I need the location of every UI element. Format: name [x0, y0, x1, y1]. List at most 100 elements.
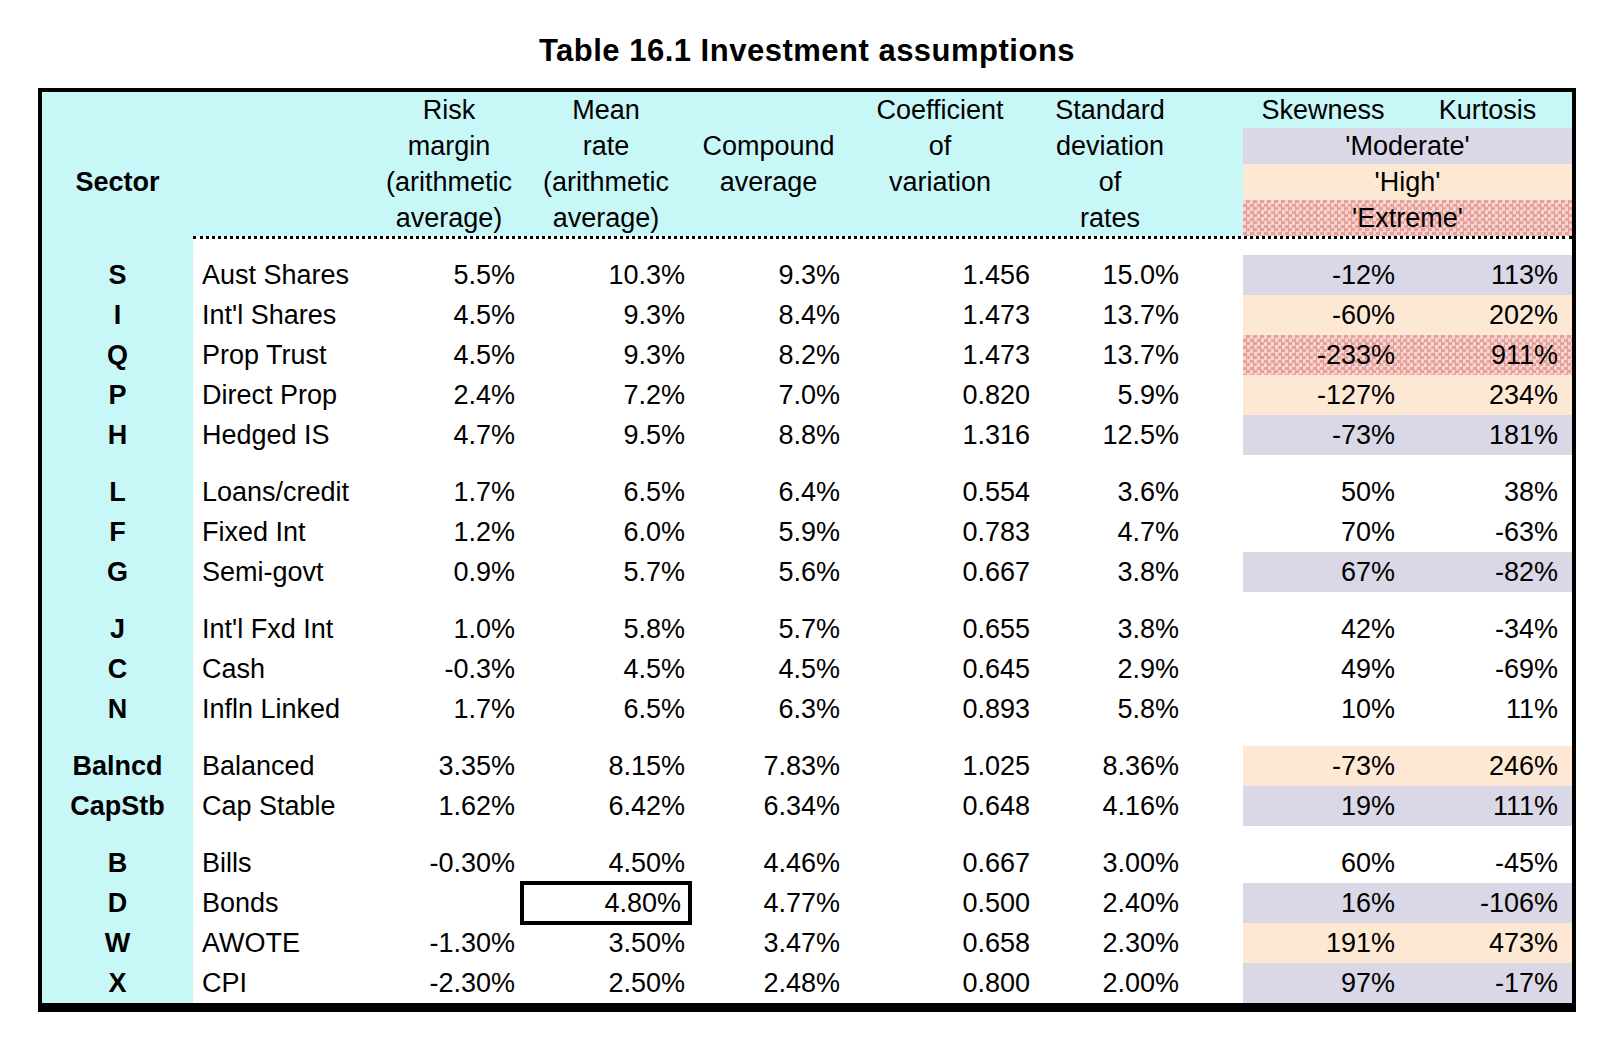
compound-average-cell: 4.5% [692, 649, 845, 689]
risk-margin-cell: 4.5% [378, 295, 520, 335]
risk-margin-cell: 1.7% [378, 472, 520, 512]
skewness-cell: 191% [1243, 923, 1403, 963]
spacer-cell [1185, 552, 1243, 592]
std-deviation-cell: 2.9% [1035, 649, 1185, 689]
header-coefficient: of [845, 128, 1035, 164]
header-mean: (arithmetic [520, 164, 692, 200]
compound-average-cell: 2.48% [692, 963, 845, 1003]
risk-margin-cell: -0.30% [378, 843, 520, 883]
table-row: D Bonds 4.80% 4.77% 0.500 2.40% 16% -106… [42, 883, 1572, 923]
sector-code-cell: S [42, 255, 193, 295]
std-deviation-cell: 4.7% [1035, 512, 1185, 552]
table-row: F Fixed Int 1.2% 6.0% 5.9% 0.783 4.7% 70… [42, 512, 1572, 552]
risk-margin-cell: 2.4% [378, 375, 520, 415]
spacer-cell [1185, 512, 1243, 552]
risk-margin-cell: 1.62% [378, 786, 520, 826]
header-gap [1185, 92, 1243, 128]
kurtosis-cell: -34% [1403, 609, 1572, 649]
kurtosis-cell: 246% [1403, 746, 1572, 786]
coefficient-variation-cell: 0.554 [845, 472, 1035, 512]
std-deviation-cell: 3.8% [1035, 609, 1185, 649]
skewness-cell: 49% [1243, 649, 1403, 689]
sector-name-cell: Cash [193, 649, 378, 689]
mean-rate-cell: 6.42% [520, 786, 692, 826]
risk-margin-cell: 4.7% [378, 415, 520, 455]
table-row: L Loans/credit 1.7% 6.5% 6.4% 0.554 3.6%… [42, 472, 1572, 512]
coefficient-variation-cell: 0.800 [845, 963, 1035, 1003]
kurtosis-cell: -63% [1403, 512, 1572, 552]
header-body-spacer [42, 239, 1572, 255]
kurtosis-cell: -82% [1403, 552, 1572, 592]
spacer-cell [1185, 923, 1243, 963]
sector-name-cell: Direct Prop [193, 375, 378, 415]
header-risk: average) [378, 200, 520, 236]
group-spacer [42, 729, 1572, 746]
risk-margin-cell: -0.3% [378, 649, 520, 689]
skewness-cell: 97% [1243, 963, 1403, 1003]
std-deviation-cell: 2.00% [1035, 963, 1185, 1003]
header-sector-blank [42, 128, 193, 164]
sector-code-cell: J [42, 609, 193, 649]
header-gap [1185, 128, 1243, 164]
header-sector-blank [42, 200, 193, 236]
coefficient-variation-cell: 1.473 [845, 295, 1035, 335]
sector-name-cell: AWOTE [193, 923, 378, 963]
table-row: S Aust Shares 5.5% 10.3% 9.3% 1.456 15.0… [42, 255, 1572, 295]
risk-margin-cell: 3.35% [378, 746, 520, 786]
coefficient-variation-cell: 0.655 [845, 609, 1035, 649]
kurtosis-cell: 234% [1403, 375, 1572, 415]
spacer-cell [1185, 255, 1243, 295]
mean-rate-cell: 10.3% [520, 255, 692, 295]
coefficient-variation-cell: 0.783 [845, 512, 1035, 552]
header-name-blank [193, 164, 378, 200]
coefficient-variation-cell: 0.820 [845, 375, 1035, 415]
mean-rate-cell: 9.3% [520, 335, 692, 375]
header-compound: Compound [692, 128, 845, 164]
coefficient-variation-cell: 0.648 [845, 786, 1035, 826]
compound-average-cell: 8.4% [692, 295, 845, 335]
risk-margin-cell: 1.2% [378, 512, 520, 552]
header-line-2: margin rate Compound of deviation 'Moder… [42, 128, 1572, 164]
std-deviation-cell: 13.7% [1035, 335, 1185, 375]
sector-name-cell: Infln Linked [193, 689, 378, 729]
sector-name-cell: Hedged IS [193, 415, 378, 455]
compound-average-cell: 4.77% [692, 883, 845, 923]
skewness-cell: 67% [1243, 552, 1403, 592]
sector-code-cell: L [42, 472, 193, 512]
kurtosis-cell: 113% [1403, 255, 1572, 295]
kurtosis-cell: 181% [1403, 415, 1572, 455]
mean-rate-cell: 4.80% [520, 881, 692, 925]
header-risk: margin [378, 128, 520, 164]
risk-margin-cell: 1.7% [378, 689, 520, 729]
mean-rate-cell: 5.7% [520, 552, 692, 592]
header-line-3: Sector (arithmetic (arithmetic average v… [42, 164, 1572, 200]
mean-rate-cell: 9.3% [520, 295, 692, 335]
header-compound: average [692, 164, 845, 200]
sector-code-cell: N [42, 689, 193, 729]
compound-average-cell: 8.8% [692, 415, 845, 455]
compound-average-cell: 8.2% [692, 335, 845, 375]
sector-code-cell: H [42, 415, 193, 455]
header-risk: Risk [378, 92, 520, 128]
skewness-cell: 19% [1243, 786, 1403, 826]
risk-margin-cell: 1.0% [378, 609, 520, 649]
spacer-cell [1185, 415, 1243, 455]
risk-margin-cell: 4.5% [378, 335, 520, 375]
table-title: Table 16.1 Investment assumptions [0, 33, 1614, 69]
header-name-blank [193, 128, 378, 164]
sector-code-cell: B [42, 843, 193, 883]
spacer-cell [1185, 843, 1243, 883]
sector-code-cell: I [42, 295, 193, 335]
sector-name-cell: Prop Trust [193, 335, 378, 375]
sector-code-cell: X [42, 963, 193, 1003]
compound-average-cell: 5.6% [692, 552, 845, 592]
header-coefficient: Coefficient [845, 92, 1035, 128]
compound-average-cell: 5.9% [692, 512, 845, 552]
skewness-cell: 16% [1243, 883, 1403, 923]
spacer-cell [1185, 883, 1243, 923]
spacer-cell [1185, 335, 1243, 375]
skewness-cell: -12% [1243, 255, 1403, 295]
table-row: CapStb Cap Stable 1.62% 6.42% 6.34% 0.64… [42, 786, 1572, 826]
coefficient-variation-cell: 0.500 [845, 883, 1035, 923]
header-sector-blank [42, 92, 193, 128]
